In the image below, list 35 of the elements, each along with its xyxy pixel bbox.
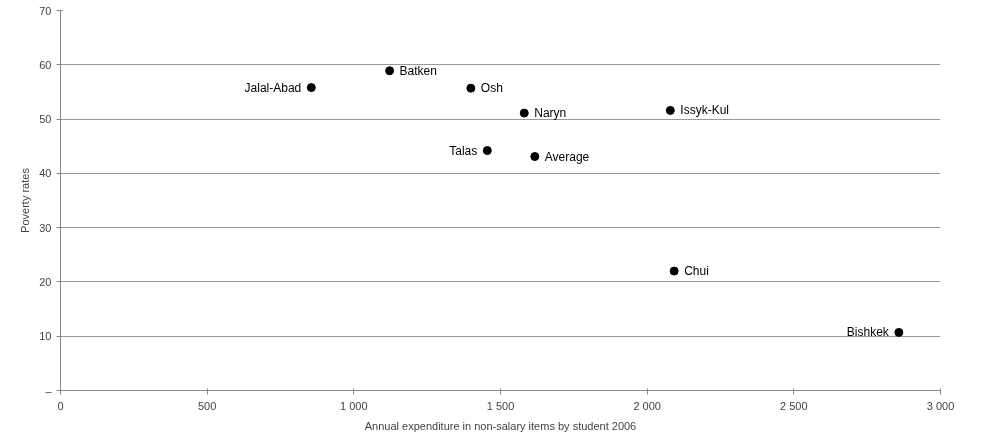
y-tick-label: 20 (39, 275, 52, 288)
point (669, 266, 679, 276)
annotation: Issyk-Kul (680, 103, 730, 118)
point (306, 83, 316, 93)
y-axis-title: Poverty rates (19, 167, 32, 233)
point (894, 327, 904, 337)
annotation: Batken (399, 63, 437, 78)
annotation: Naryn (534, 106, 567, 121)
y-tick-label: 30 (39, 221, 52, 234)
annotation: Jalal-Abad (244, 80, 302, 95)
annotation: Bishkek (846, 325, 890, 340)
point (385, 66, 395, 76)
point (530, 152, 540, 162)
y-tick-label: 50 (39, 113, 52, 126)
x-tick-label: 3 000 (926, 399, 955, 412)
point (665, 105, 675, 115)
point (519, 108, 529, 118)
x-tick-label: 1 000 (340, 399, 368, 412)
annotation: Chui (684, 264, 709, 279)
point (482, 146, 492, 156)
y-tick-label: 10 (39, 330, 52, 343)
annotation: Osh (480, 81, 503, 96)
y-tick-label: 70 (39, 4, 52, 17)
x-tick-label: 1 500 (486, 399, 515, 412)
annotation: Average (544, 149, 590, 164)
x-tick-label: 2 000 (633, 399, 661, 412)
x-tick-label: 0 (57, 399, 64, 412)
x-tick-label: 500 (197, 399, 217, 412)
y-tick-label: – (45, 384, 53, 397)
y-tick-label: 60 (39, 58, 52, 71)
y-tick-label: 40 (39, 167, 52, 180)
x-axis-title: Annual expenditure in non-salary items by student 2006 (364, 419, 637, 432)
annotation: Talas (449, 143, 478, 158)
point (466, 83, 476, 93)
x-tick-label: 2 500 (780, 399, 808, 412)
